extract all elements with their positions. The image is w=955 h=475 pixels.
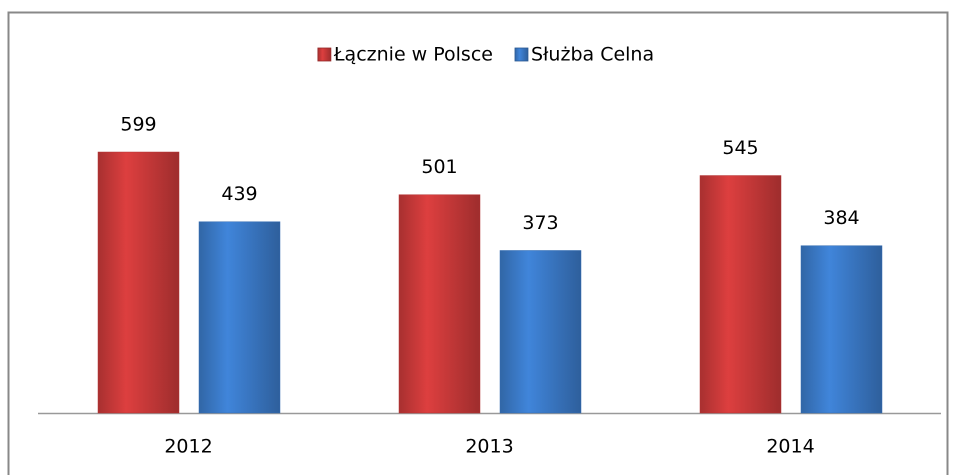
data-label: 439 [221,183,257,205]
x-tick-label: 2014 [766,436,814,458]
data-label: 545 [722,137,758,159]
x-tick-label: 2013 [465,436,513,458]
x-tick-label: 2012 [164,436,212,458]
legend-label: Służba Celna [531,44,654,66]
bar [800,245,883,414]
legend-swatch [317,47,332,62]
data-label: 501 [421,156,457,178]
legend-swatch [514,47,529,62]
legend-label: Łącznie w Polsce [333,44,493,66]
legend: Łącznie w Polsce Służba Celna [317,44,654,66]
bar [499,250,582,414]
bar [198,221,281,414]
data-label: 373 [522,212,558,234]
bar [97,151,180,414]
bar [398,194,481,414]
data-label: 599 [120,114,156,136]
data-label: 384 [823,207,859,229]
bar [699,175,782,414]
